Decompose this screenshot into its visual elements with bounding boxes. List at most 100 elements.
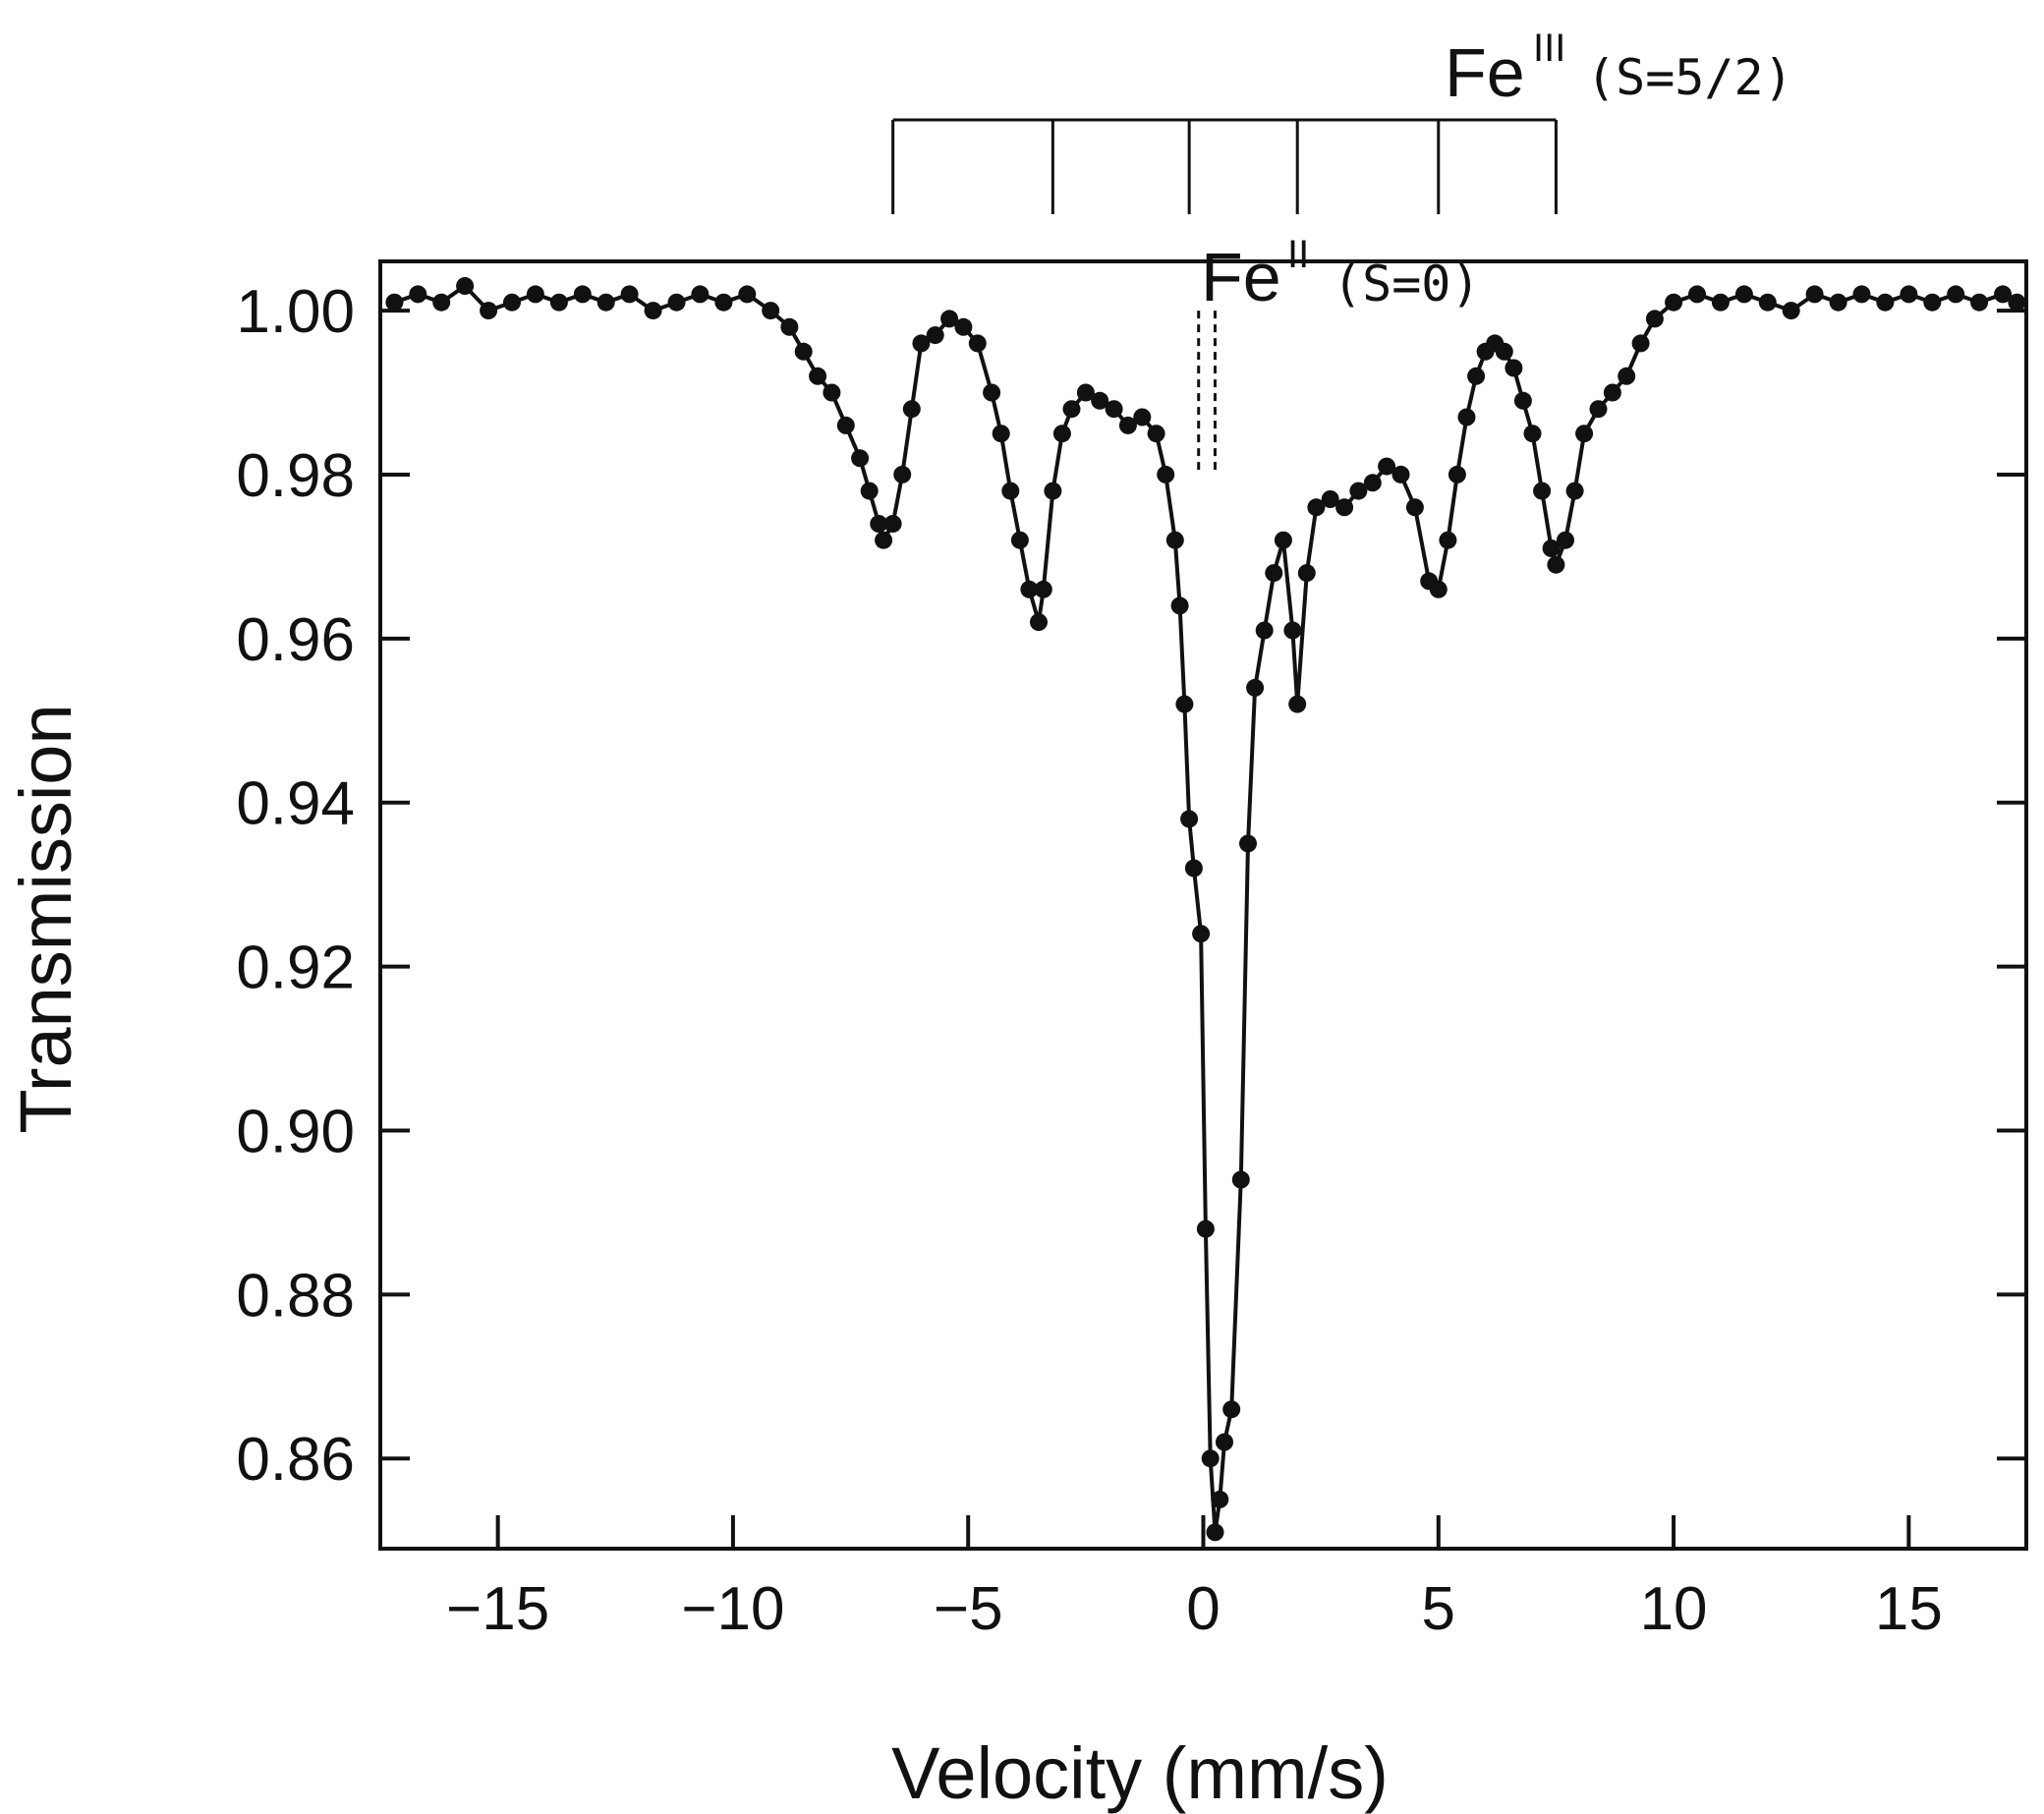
data-point bbox=[1565, 482, 1584, 500]
data-point bbox=[1467, 367, 1486, 385]
data-point bbox=[836, 416, 855, 434]
data-point bbox=[1105, 400, 1123, 419]
fe3-annotation-sup: III bbox=[1533, 27, 1565, 70]
data-point bbox=[1448, 465, 1466, 483]
data-point bbox=[503, 293, 521, 312]
fe2-annotation-sub: (S=0) bbox=[1333, 255, 1481, 312]
y-tick-label: 0.92 bbox=[236, 935, 355, 1002]
data-point bbox=[1216, 1433, 1233, 1451]
data-point bbox=[1246, 678, 1265, 697]
data-point bbox=[1133, 408, 1152, 426]
data-point bbox=[1923, 293, 1942, 312]
data-point bbox=[1542, 539, 1561, 557]
x-tick-label: 15 bbox=[1875, 1575, 1943, 1643]
data-point bbox=[1631, 334, 1650, 353]
data-point bbox=[809, 367, 827, 385]
data-point bbox=[526, 285, 544, 304]
data-point bbox=[1091, 391, 1109, 410]
data-point bbox=[1523, 425, 1542, 443]
data-point bbox=[385, 293, 404, 312]
data-point bbox=[1222, 1400, 1241, 1419]
data-point bbox=[1758, 293, 1777, 312]
fe3-sextet-bracket bbox=[891, 118, 1558, 214]
data-point bbox=[762, 302, 780, 320]
data-point bbox=[823, 383, 841, 402]
data-point bbox=[1044, 482, 1062, 500]
data-point bbox=[1001, 482, 1020, 500]
data-point bbox=[432, 293, 451, 312]
data-point bbox=[620, 285, 639, 304]
data-point bbox=[1391, 465, 1410, 483]
data-point bbox=[1184, 859, 1203, 878]
data-point bbox=[1170, 596, 1189, 615]
data-point bbox=[1297, 564, 1316, 583]
data-point bbox=[902, 400, 921, 419]
axis-ticks bbox=[380, 309, 2026, 1549]
data-point bbox=[644, 302, 662, 320]
y-axis-title: Transmission bbox=[5, 704, 86, 1133]
x-tick-label: 0 bbox=[1186, 1575, 1220, 1643]
data-point bbox=[1201, 1449, 1220, 1468]
y-tick-label: 0.90 bbox=[236, 1098, 355, 1165]
data-point bbox=[1457, 408, 1476, 426]
data-point bbox=[1876, 293, 1895, 312]
data-point bbox=[780, 317, 799, 336]
x-tick-labels: −15 −10 −5 0 5 10 15 bbox=[446, 1575, 1943, 1643]
data-point bbox=[1363, 474, 1382, 492]
data-point bbox=[870, 515, 888, 533]
data-point bbox=[1734, 285, 1753, 304]
data-point bbox=[1283, 621, 1302, 640]
x-axis-title: Velocity (mm/s) bbox=[891, 1732, 1389, 1814]
y-tick-labels: 0.86 0.88 0.90 0.92 0.94 0.96 0.98 1.00 bbox=[236, 278, 355, 1494]
fe3-annotation: Fe III (S=5/2) bbox=[1445, 27, 1793, 111]
x-tick-label: −10 bbox=[681, 1575, 784, 1643]
data-point bbox=[1321, 490, 1339, 508]
data-point bbox=[1076, 383, 1095, 402]
x-tick-label: −15 bbox=[446, 1575, 549, 1643]
plot-frame bbox=[378, 259, 2028, 1551]
data-point bbox=[1405, 498, 1424, 517]
data-point bbox=[1429, 580, 1448, 598]
data-point bbox=[1157, 465, 1175, 483]
data-point bbox=[940, 310, 959, 328]
data-point bbox=[738, 285, 757, 304]
data-point bbox=[1665, 293, 1683, 312]
data-point bbox=[1175, 695, 1194, 713]
data-point bbox=[1900, 285, 1918, 304]
y-tick-label: 0.88 bbox=[236, 1262, 355, 1330]
fe2-doublet-markers bbox=[1197, 311, 1217, 475]
data-point bbox=[1010, 531, 1029, 549]
fe3-annotation-base: Fe bbox=[1445, 34, 1525, 111]
data-point bbox=[1603, 383, 1621, 402]
x-tick-label: 10 bbox=[1640, 1575, 1708, 1643]
data-point bbox=[860, 482, 879, 500]
data-point bbox=[1288, 695, 1307, 713]
series-line bbox=[393, 284, 2018, 1535]
data-point bbox=[596, 293, 615, 312]
y-tick-label: 0.98 bbox=[236, 442, 355, 510]
data-point bbox=[1118, 416, 1137, 434]
data-point bbox=[1505, 359, 1523, 377]
data-point bbox=[573, 285, 592, 304]
data-point bbox=[1970, 293, 1989, 312]
data-point bbox=[1575, 425, 1594, 443]
data-point bbox=[1274, 531, 1292, 549]
data-point bbox=[1206, 1523, 1224, 1542]
data-point bbox=[1211, 1490, 1229, 1508]
data-point bbox=[456, 277, 475, 295]
data-point bbox=[2008, 293, 2026, 312]
data-point bbox=[1265, 564, 1283, 583]
data-point bbox=[691, 285, 710, 304]
data-point bbox=[1852, 285, 1871, 304]
data-point bbox=[1196, 1219, 1215, 1238]
data-point bbox=[1030, 613, 1048, 632]
data-point bbox=[992, 425, 1010, 443]
data-point bbox=[1192, 925, 1211, 943]
data-point bbox=[1165, 531, 1184, 549]
y-tick-label: 0.96 bbox=[236, 606, 355, 674]
data-point bbox=[1255, 621, 1274, 640]
x-tick-label: 5 bbox=[1422, 1575, 1455, 1643]
data-point bbox=[1547, 555, 1565, 574]
data-point bbox=[714, 293, 733, 312]
data-point bbox=[1439, 531, 1457, 549]
